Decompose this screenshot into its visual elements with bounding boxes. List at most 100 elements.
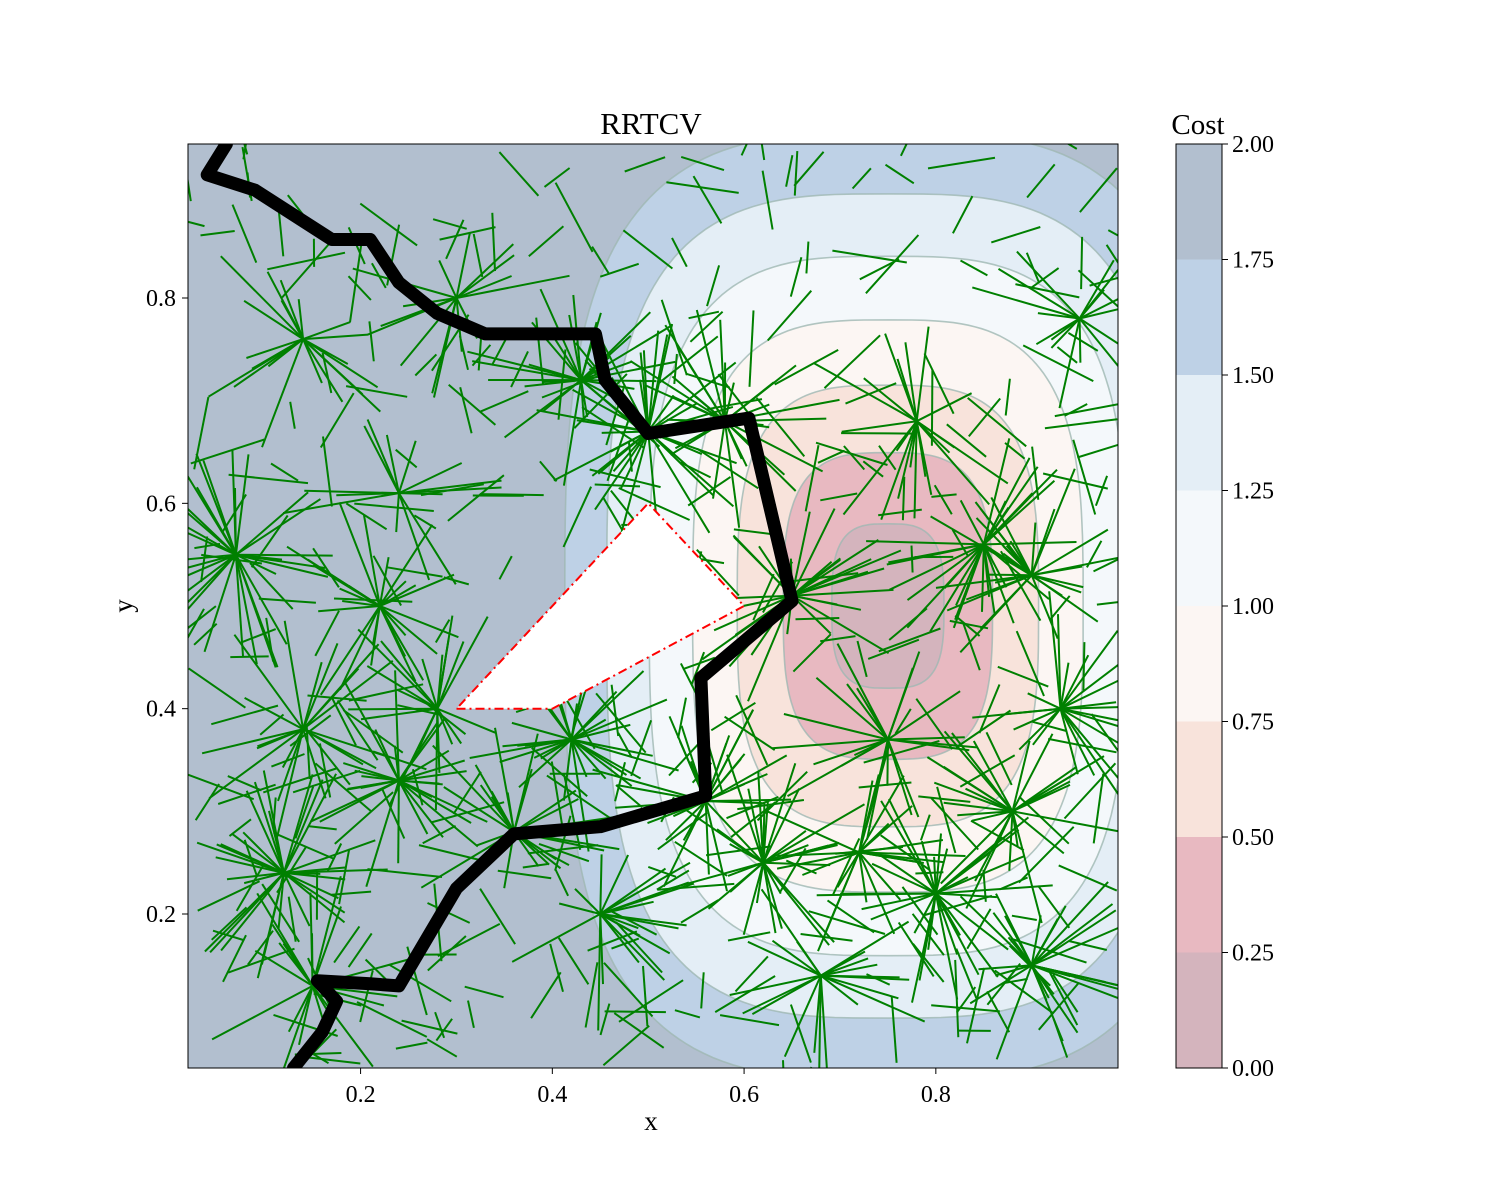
tree-edge xyxy=(359,202,418,247)
tree-edge xyxy=(729,843,764,864)
tree-edge xyxy=(706,265,721,307)
tree-edge xyxy=(1018,826,1075,884)
tree-edge xyxy=(573,373,628,429)
tree-edge xyxy=(1096,601,1118,606)
tree-edge xyxy=(294,786,315,839)
tree-edge xyxy=(818,975,822,1068)
tree-edge xyxy=(456,274,570,299)
tree-edge xyxy=(682,656,716,671)
tree-edge xyxy=(971,810,1013,822)
tree-edge xyxy=(985,731,1013,786)
tree-edge xyxy=(934,893,959,955)
tree-edge xyxy=(283,871,339,900)
tree-edge xyxy=(789,256,803,297)
tree-edge xyxy=(1030,881,1109,966)
tree-edge xyxy=(203,554,237,653)
tree-edge xyxy=(599,854,603,915)
tree-edge xyxy=(289,714,332,747)
tree-edge xyxy=(436,641,465,710)
tree-edge xyxy=(729,861,764,893)
tree-edge xyxy=(1025,252,1040,282)
tree-edge xyxy=(557,349,567,420)
tree-edge xyxy=(228,473,309,485)
y-axis-ticks: 0.2 0.4 0.6 0.8 xyxy=(146,286,188,928)
tree-edge xyxy=(479,390,529,413)
tree-edge xyxy=(660,299,688,376)
tree-edge xyxy=(762,862,783,929)
tree-edge xyxy=(220,872,285,952)
x-tick-label: 0.8 xyxy=(921,1082,951,1108)
tree-edge xyxy=(989,500,1007,533)
tree-edge xyxy=(204,872,285,953)
colorbar-bands xyxy=(1176,144,1222,1068)
tree-edge xyxy=(666,181,739,194)
tree-edge xyxy=(538,842,590,863)
tree-edge xyxy=(1059,708,1079,775)
tree-edge xyxy=(597,430,649,475)
tree-edge xyxy=(498,555,513,580)
tree-edge xyxy=(471,344,492,367)
tree-edge xyxy=(227,775,262,792)
tree-edge xyxy=(845,382,897,405)
tree-edge xyxy=(951,529,969,557)
tree-edge xyxy=(1031,903,1114,967)
tree-edge xyxy=(657,811,708,851)
tree-edge xyxy=(554,868,570,897)
tree-edge xyxy=(267,251,346,271)
tree-edge xyxy=(1032,720,1067,732)
tree-edge xyxy=(815,441,888,466)
tree-edge xyxy=(915,421,927,477)
tree-edge xyxy=(733,528,775,536)
tree-edge xyxy=(367,868,443,878)
tree-edge xyxy=(912,943,945,983)
tree-edge xyxy=(411,768,424,806)
tree-edge xyxy=(982,438,1011,545)
tree-edge xyxy=(443,576,470,586)
tree-edge xyxy=(348,707,438,711)
tree-edge xyxy=(398,770,467,782)
tree-edge xyxy=(279,279,305,340)
tree-edge xyxy=(1004,556,1028,572)
tree-edge xyxy=(934,848,949,894)
tree-edge xyxy=(729,974,822,996)
optimal-path xyxy=(200,144,799,1068)
tree-edge xyxy=(1011,811,1043,924)
tree-edge xyxy=(398,479,502,495)
tree-edge xyxy=(261,883,300,943)
tree-edge xyxy=(705,845,773,857)
tree-edge xyxy=(318,605,380,613)
tree-edge xyxy=(211,906,248,941)
tree-edge xyxy=(817,852,861,952)
tree-edge xyxy=(393,745,400,781)
tree-edge xyxy=(987,573,1032,577)
tree-edge xyxy=(491,212,496,272)
tree-edge xyxy=(1052,1018,1069,1058)
tree-edge xyxy=(427,935,467,972)
tree-edge xyxy=(935,876,969,895)
tree-edge xyxy=(599,1003,611,1036)
tree-edge xyxy=(970,819,1025,852)
tree-edge xyxy=(723,382,735,422)
tree-edge xyxy=(287,985,314,1033)
tree-edge xyxy=(994,969,1054,1014)
tree-edge xyxy=(677,697,687,739)
colorbar-tick-label: 1.50 xyxy=(1232,363,1274,389)
obstacle-fill xyxy=(456,503,745,709)
tree-edge xyxy=(234,554,277,668)
tree-edge xyxy=(506,792,515,833)
tree-edge xyxy=(339,605,381,691)
tree-edge xyxy=(1031,574,1082,594)
tree-edge xyxy=(421,658,439,709)
tree-edge xyxy=(479,888,516,945)
tree-edge xyxy=(558,902,601,915)
tree-edge xyxy=(1038,982,1079,1031)
tree-edge xyxy=(826,899,875,934)
tree-edge xyxy=(714,975,776,1013)
tree-edge xyxy=(863,377,918,422)
tree-edge xyxy=(615,921,663,974)
tree-edge xyxy=(336,492,399,497)
tree-edge xyxy=(246,338,304,359)
colorbar-tick-label: 0.50 xyxy=(1232,825,1274,851)
tree-edge xyxy=(345,385,408,398)
tree-edge xyxy=(242,144,247,160)
